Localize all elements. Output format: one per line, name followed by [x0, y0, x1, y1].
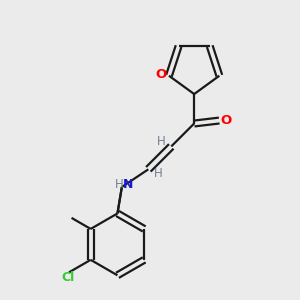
- Text: H: H: [157, 136, 165, 148]
- Text: O: O: [220, 114, 231, 127]
- Text: H: H: [115, 178, 124, 191]
- Text: O: O: [155, 68, 166, 81]
- Text: H: H: [154, 167, 163, 180]
- Text: Cl: Cl: [61, 271, 74, 284]
- Text: N: N: [123, 178, 133, 191]
